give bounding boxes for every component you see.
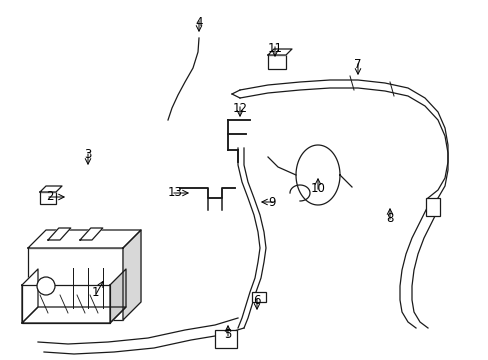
FancyBboxPatch shape — [40, 192, 56, 204]
Polygon shape — [267, 49, 291, 55]
Polygon shape — [123, 230, 141, 320]
Text: 9: 9 — [268, 195, 275, 208]
Polygon shape — [80, 228, 102, 240]
Text: 3: 3 — [84, 148, 92, 162]
Text: 5: 5 — [224, 328, 231, 342]
Circle shape — [37, 277, 55, 295]
Text: 4: 4 — [195, 15, 203, 28]
Text: 13: 13 — [167, 186, 182, 199]
FancyBboxPatch shape — [215, 330, 237, 348]
FancyBboxPatch shape — [28, 248, 123, 320]
Polygon shape — [22, 269, 38, 323]
Text: 1: 1 — [91, 285, 99, 298]
Text: 10: 10 — [310, 181, 325, 194]
Text: 12: 12 — [232, 102, 247, 114]
Text: 2: 2 — [46, 190, 54, 203]
Polygon shape — [22, 307, 126, 323]
Polygon shape — [40, 186, 62, 192]
Text: 8: 8 — [386, 211, 393, 225]
FancyBboxPatch shape — [267, 55, 285, 69]
Polygon shape — [28, 230, 141, 248]
Polygon shape — [110, 269, 126, 323]
FancyBboxPatch shape — [251, 292, 265, 302]
FancyBboxPatch shape — [425, 198, 439, 216]
Polygon shape — [48, 228, 71, 240]
Text: 6: 6 — [253, 293, 260, 306]
Polygon shape — [22, 285, 110, 323]
Text: 7: 7 — [353, 58, 361, 72]
Text: 11: 11 — [267, 41, 282, 54]
